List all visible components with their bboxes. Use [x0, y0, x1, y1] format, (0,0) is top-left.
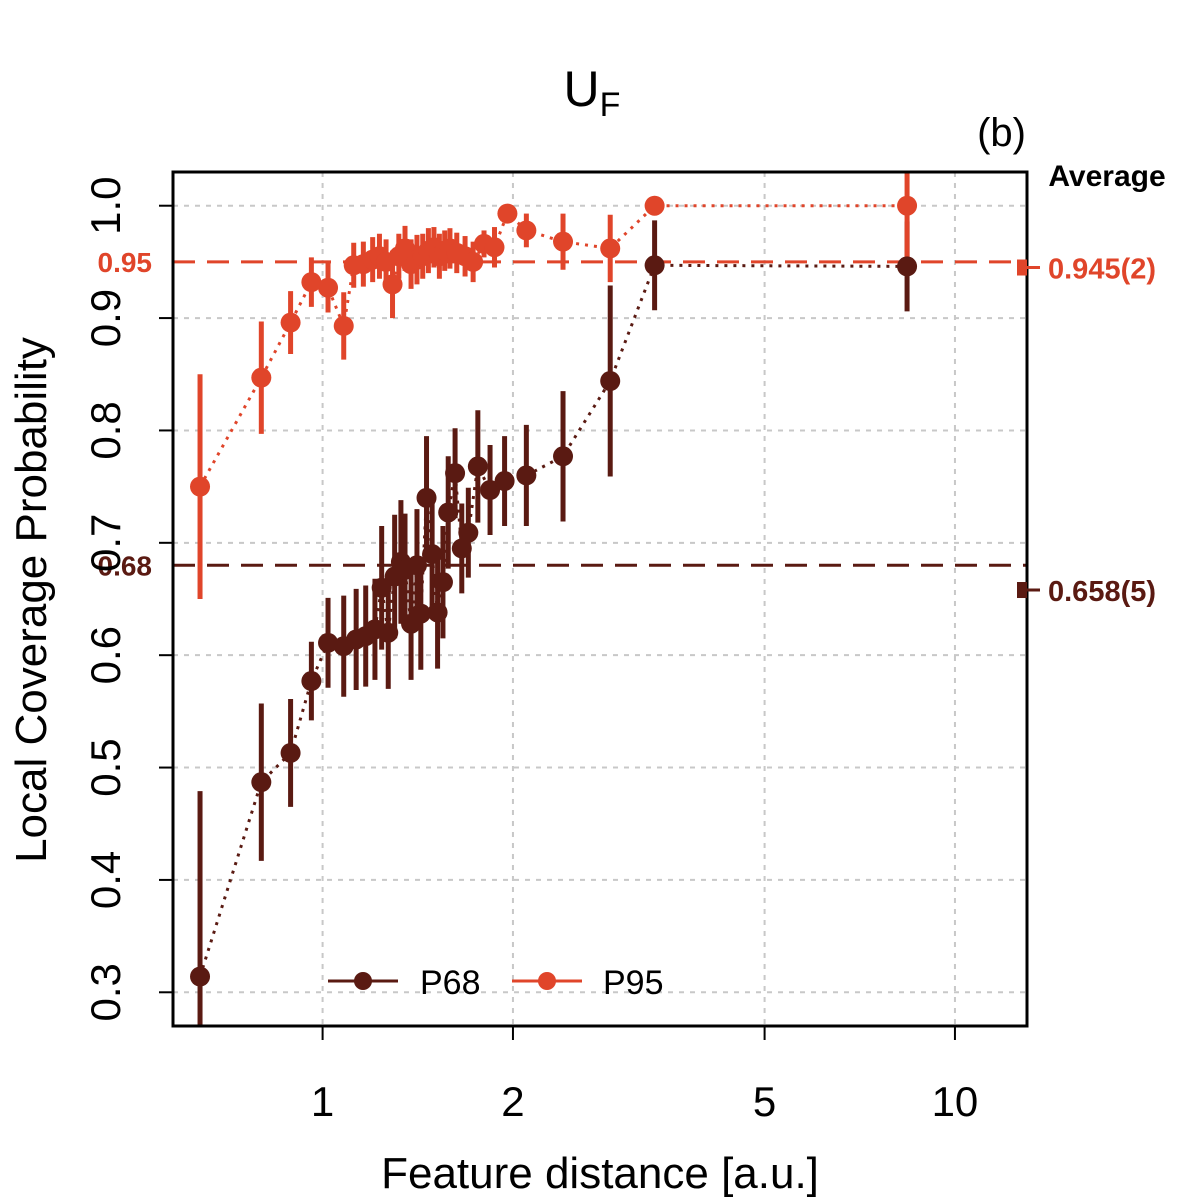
data-point-p95-29 [553, 231, 574, 252]
x-tick-label-2: 2 [501, 1078, 524, 1125]
x-tick-label-10: 10 [932, 1078, 979, 1125]
data-point-p95-28 [516, 220, 537, 241]
average-header: Average [1048, 160, 1165, 193]
y-tick-label-0.6: 0.6 [82, 626, 129, 684]
data-point-p95-11 [382, 274, 403, 295]
data-point-p68-20 [432, 572, 453, 593]
data-point-p68-16 [410, 603, 431, 624]
data-point-p68-19 [427, 602, 448, 623]
x-axis-ticks: 1 2 5 10 [311, 1026, 978, 1125]
y-tick-label-0.9: 0.9 [82, 289, 129, 347]
legend-label-p68: P68 [420, 964, 481, 1002]
chart-title: UF [564, 61, 621, 124]
y-tick-label-0.8: 0.8 [82, 401, 129, 459]
series-connectors [198, 204, 908, 978]
data-point-p95-1 [251, 367, 272, 388]
data-point-p95-32 [897, 195, 918, 216]
data-point-p68-18 [422, 544, 443, 565]
data-point-p95-0 [190, 476, 211, 497]
data-point-p68-9 [371, 577, 392, 598]
plot-frame [171, 170, 1029, 1028]
data-point-p68-2 [280, 742, 301, 763]
data-point-p68-30 [600, 371, 621, 392]
legend-item-p95: P95 [512, 964, 664, 1002]
series-connector-p68 [198, 263, 908, 978]
data-point-p68-0 [190, 966, 211, 987]
legend-item-p68: P68 [328, 964, 481, 1002]
average-marker-P95-average [1017, 259, 1027, 276]
reference-label-0.68: 0.68 [98, 550, 153, 581]
data-point-p68-10 [378, 622, 399, 643]
data-point-p95-4 [318, 277, 339, 298]
reference-label-0.95: 0.95 [98, 247, 153, 278]
legend: P68 P95 [328, 964, 664, 1002]
data-point-p68-26 [480, 480, 501, 501]
data-point-p95-2 [280, 312, 301, 333]
data-point-p68-27 [494, 471, 515, 492]
data-point-p68-32 [897, 256, 918, 277]
legend-label-p95: P95 [603, 964, 664, 1002]
y-tick-label-0.3: 0.3 [82, 963, 129, 1021]
data-point-p68-29 [553, 446, 574, 467]
data-point-p95-30 [600, 238, 621, 259]
data-point-p68-25 [467, 456, 488, 477]
x-axis-label: Feature distance [a.u.] [381, 1149, 819, 1198]
data-point-p68-3 [301, 671, 322, 692]
data-point-p68-15 [406, 555, 427, 576]
y-axis-label: Local Coverage Probability [7, 337, 56, 863]
data-point-p68-17 [416, 487, 437, 508]
average-markers: 0.658(5) 0.945(2) [1017, 254, 1156, 608]
y-axis-ticks: 0.3 0.4 0.5 0.6 0.7 0.8 0.9 1.0 [82, 177, 173, 1021]
x-tick-label-5: 5 [753, 1078, 776, 1125]
data-point-p68-22 [445, 463, 466, 484]
data-point-p95-31 [644, 195, 665, 216]
data-point-p95-3 [301, 272, 322, 293]
legend-marker-p68 [354, 972, 372, 990]
data-point-p68-31 [644, 255, 665, 276]
y-tick-label-0.7: 0.7 [82, 514, 129, 572]
series-connector-p95 [198, 204, 908, 488]
average-marker-P68-average [1017, 582, 1027, 599]
data-point-p68-28 [516, 465, 537, 486]
data-point-p95-27 [497, 203, 518, 224]
data-point-p95-26 [484, 237, 505, 258]
data-point-p68-24 [458, 522, 479, 543]
average-label-P68-average: 0.658(5) [1048, 576, 1156, 608]
data-point-p68-23 [451, 538, 472, 559]
chart-title-subscript: F [600, 86, 621, 124]
data-point-p95-5 [333, 315, 354, 336]
panel-label: (b) [977, 111, 1026, 155]
x-tick-label-1: 1 [311, 1078, 334, 1125]
data-point-p68-1 [251, 772, 272, 793]
data-point-p68-4 [318, 632, 339, 653]
data-points [190, 195, 918, 987]
error-bars [197, 172, 910, 1026]
chart-title-main: U [564, 61, 600, 117]
data-point-p95-24 [463, 251, 484, 272]
grid-lines [173, 172, 1027, 1026]
y-tick-label-0.5: 0.5 [82, 738, 129, 796]
data-point-p68-21 [438, 502, 459, 523]
y-tick-label-0.4: 0.4 [82, 851, 129, 909]
average-label-P95-average: 0.945(2) [1048, 254, 1156, 286]
y-tick-label-1: 1.0 [82, 177, 129, 235]
legend-marker-p95 [538, 972, 556, 990]
reference-lines: 0.68 0.95 [98, 247, 1027, 581]
